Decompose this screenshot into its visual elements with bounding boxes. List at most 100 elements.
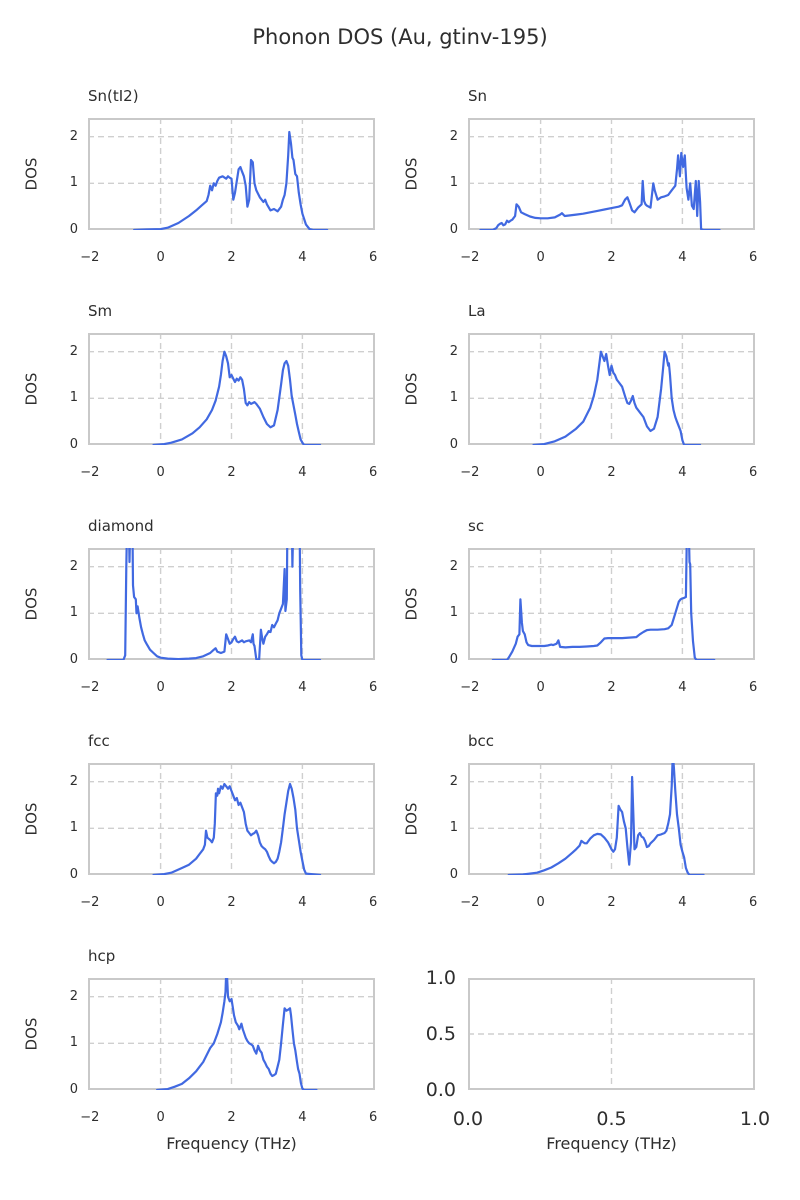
dos-curve	[132, 130, 329, 230]
x-tick-label: 2	[227, 895, 236, 910]
x-tick-label: 6	[369, 680, 378, 695]
dos-curve	[491, 548, 716, 660]
dos-curve	[507, 763, 705, 875]
x-tick-label: 4	[298, 250, 307, 265]
gridlines	[468, 978, 755, 1090]
subplot: 0.0 0.5 1.0 0.0 0.5 1.0 Frequency (THz)	[400, 920, 800, 1153]
x-tick-labels: 0.0 0.5 1.0	[453, 1108, 770, 1133]
y-tick-label: 0.5	[425, 1023, 456, 1045]
x-axis-label: Frequency (THz)	[546, 1134, 677, 1153]
subplot-title: fcc	[88, 732, 110, 750]
y-tick-label: 2	[449, 343, 458, 359]
y-tick-label: 2	[69, 558, 78, 574]
dos-curve	[152, 782, 322, 875]
x-tick-label: −2	[80, 250, 100, 265]
y-tick-label: 2	[449, 128, 458, 144]
x-tick-label: 2	[227, 680, 236, 695]
x-tick-label: 2	[607, 465, 616, 480]
x-tick-label: 0.0	[452, 1108, 484, 1130]
x-tick-label: 2	[227, 1110, 236, 1125]
x-tick-labels: −2 0 2 4 6	[460, 894, 758, 918]
axes-wrap: 0.0 0.5 1.0 0.0 0.5 1.0 Frequency (THz)	[426, 967, 770, 1153]
x-tick-label: 6	[749, 895, 758, 910]
x-tick-label: 0	[156, 250, 165, 265]
axes-area	[88, 763, 375, 875]
dos-curve	[155, 978, 318, 1090]
gridlines	[468, 548, 755, 660]
x-tick-label: 1.0	[739, 1108, 771, 1130]
y-tick-label: 1	[69, 390, 78, 406]
x-tick-labels: −2 0 2 4 6	[460, 249, 758, 273]
subplot-title: Sn(tI2)	[88, 87, 139, 105]
y-tick-label: 0	[69, 437, 78, 452]
x-tick-label: 0	[156, 465, 165, 480]
axes-spine	[88, 763, 375, 875]
x-tick-label: 0	[536, 465, 545, 480]
gridlines	[468, 333, 755, 445]
axes-spine	[468, 763, 755, 875]
y-tick-label: 1	[449, 605, 458, 621]
subplot-title: diamond	[88, 517, 154, 535]
axes-spine	[468, 548, 755, 660]
y-tick-label: 1	[449, 820, 458, 836]
x-tick-labels: −2 0 2 4 6	[80, 249, 378, 273]
y-tick-label: 1	[69, 175, 78, 191]
x-tick-label: 0	[156, 1110, 165, 1125]
x-tick-labels: −2 0 2 4 6	[80, 1109, 378, 1133]
x-tick-label: 6	[749, 465, 758, 480]
x-tick-label: 4	[298, 895, 307, 910]
y-tick-label: 0	[449, 652, 458, 667]
x-tick-label: 6	[369, 1110, 378, 1125]
axes-area	[468, 978, 755, 1090]
x-tick-label: 2	[607, 895, 616, 910]
axes-spine	[88, 548, 375, 660]
y-tick-label: 2	[69, 773, 78, 789]
x-tick-label: 4	[678, 680, 687, 695]
axes-spine	[88, 333, 375, 445]
x-tick-label: 2	[227, 465, 236, 480]
x-tick-label: −2	[80, 465, 100, 480]
x-tick-label: 4	[298, 680, 307, 695]
gridlines	[88, 978, 375, 1090]
x-tick-label: 0.5	[596, 1108, 627, 1130]
x-tick-label: 2	[227, 250, 236, 265]
y-tick-label: 1	[69, 1035, 78, 1051]
y-tick-label: 2	[449, 773, 458, 789]
x-tick-label: 6	[369, 250, 378, 265]
axes-area	[88, 333, 375, 445]
x-tick-label: 2	[607, 680, 616, 695]
x-tick-labels: −2 0 2 4 6	[80, 894, 377, 918]
subplot-title: sc	[468, 517, 485, 535]
dos-curve	[479, 151, 721, 230]
axes-area	[88, 548, 375, 660]
x-tick-labels: −2 0 2 4 6	[460, 679, 757, 703]
y-tick-label: 2	[449, 558, 458, 574]
x-tick-label: 6	[749, 250, 758, 265]
y-tick-label: 1	[449, 175, 458, 191]
y-tick-label: 1	[449, 390, 458, 406]
x-tick-label: 0	[536, 250, 545, 265]
y-tick-label: 2	[69, 128, 78, 144]
x-tick-label: 0	[536, 895, 545, 910]
figure-title: Phonon DOS (Au, gtinv-195)	[252, 25, 548, 49]
axes-spine	[468, 118, 755, 230]
subplot-title: Sm	[88, 302, 113, 320]
x-tick-label: 4	[298, 465, 307, 480]
gridlines	[468, 118, 755, 230]
x-tick-label: −2	[460, 465, 480, 480]
x-tick-label: 4	[678, 250, 687, 265]
